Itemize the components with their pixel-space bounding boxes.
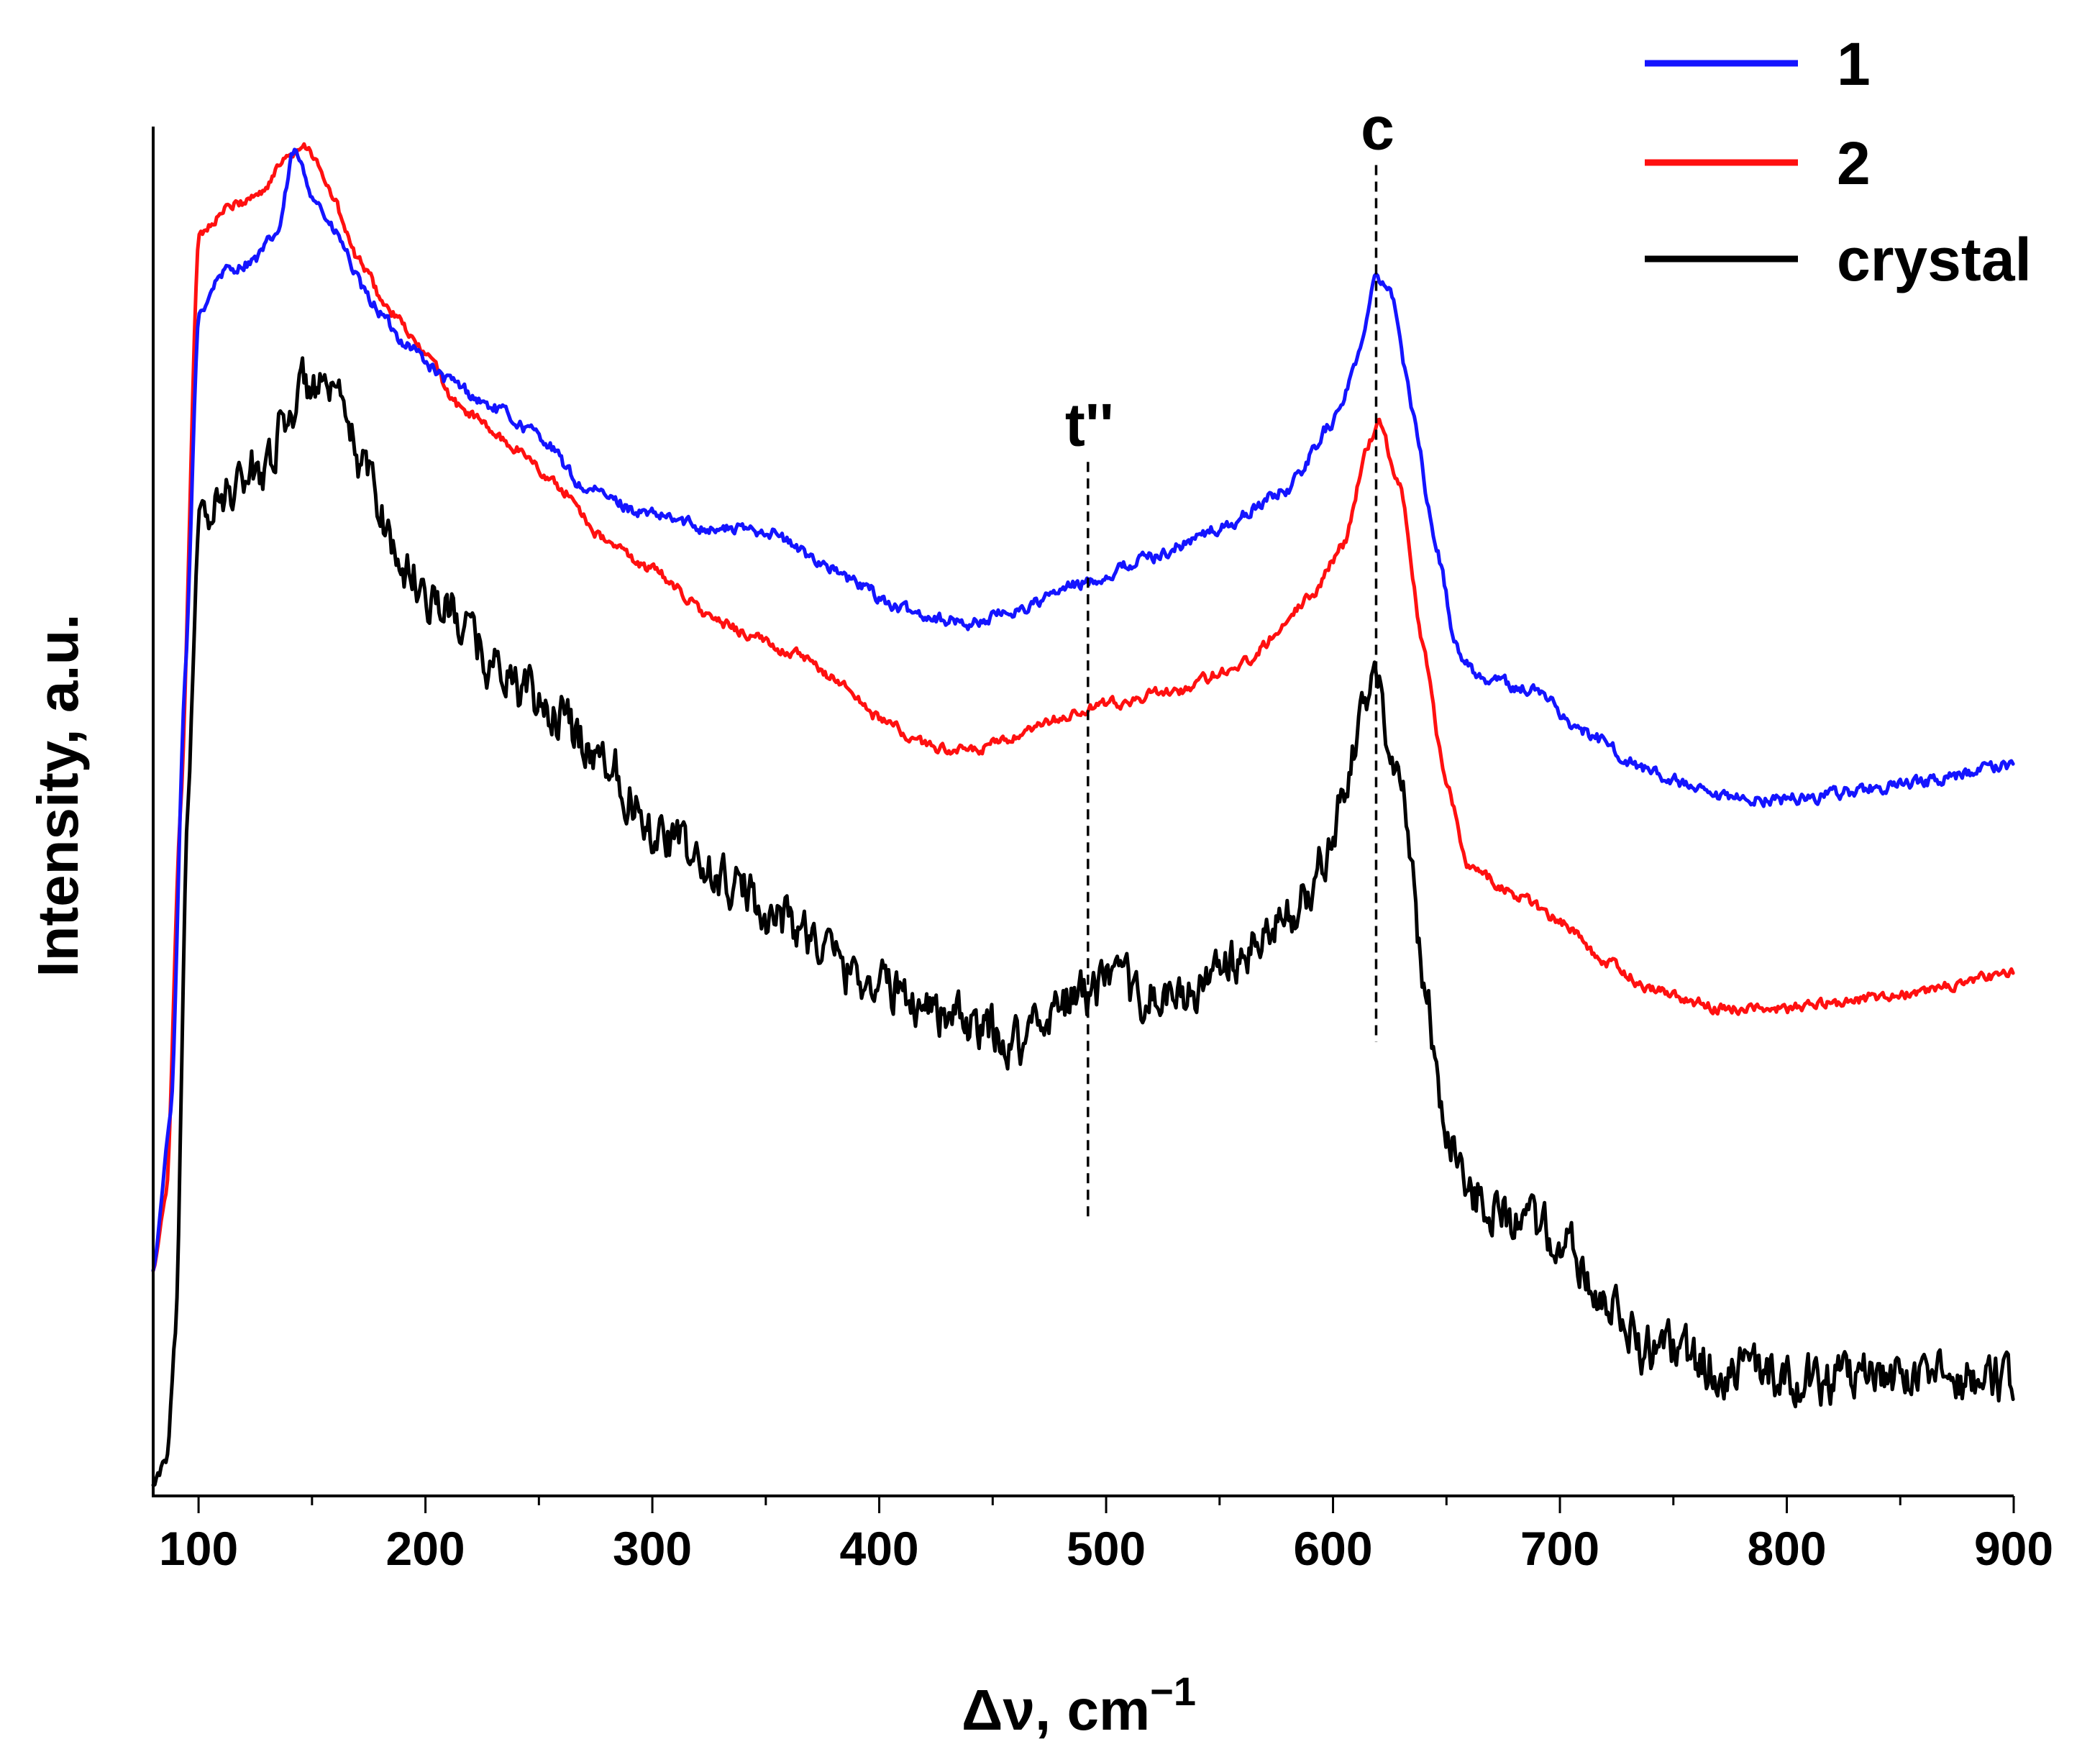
annotation-layer: t'' c (1065, 95, 1394, 1218)
legend-label-1: 1 (1837, 30, 1871, 98)
x-axis-title-text: Δν, cm (962, 1678, 1150, 1742)
x-tick-label: 400 (839, 1522, 918, 1575)
x-tick-label: 700 (1520, 1522, 1599, 1575)
legend-label-crystal: crystal (1837, 226, 2032, 293)
y-axis-title: Intensity, a.u. (26, 613, 90, 977)
x-tick-label: 500 (1067, 1522, 1146, 1575)
peak-label: t'' (1065, 391, 1114, 459)
legend: 1 2 crystal (1645, 30, 2032, 293)
x-tick-label: 100 (159, 1522, 238, 1575)
series-layer (151, 142, 2015, 1487)
x-ticks: 100 200 300 400 500 600 700 800 900 (159, 1496, 2053, 1575)
x-tick-label: 300 (613, 1522, 692, 1575)
series-line-1 (151, 147, 2015, 1273)
x-tick-label: 800 (1747, 1522, 1826, 1575)
legend-label-2: 2 (1837, 129, 1871, 197)
series-line-2 (151, 142, 2015, 1273)
x-tick-label: 600 (1293, 1522, 1372, 1575)
series-line-crystal (151, 356, 2015, 1487)
axes (152, 127, 2014, 1497)
peak-label: c (1361, 95, 1394, 163)
x-tick-label: 900 (1974, 1522, 2053, 1575)
x-axis-title: Δν, cm−1 (962, 1669, 1196, 1742)
x-axis-title-superscript: −1 (1150, 1669, 1196, 1714)
x-tick-label: 200 (386, 1522, 465, 1575)
